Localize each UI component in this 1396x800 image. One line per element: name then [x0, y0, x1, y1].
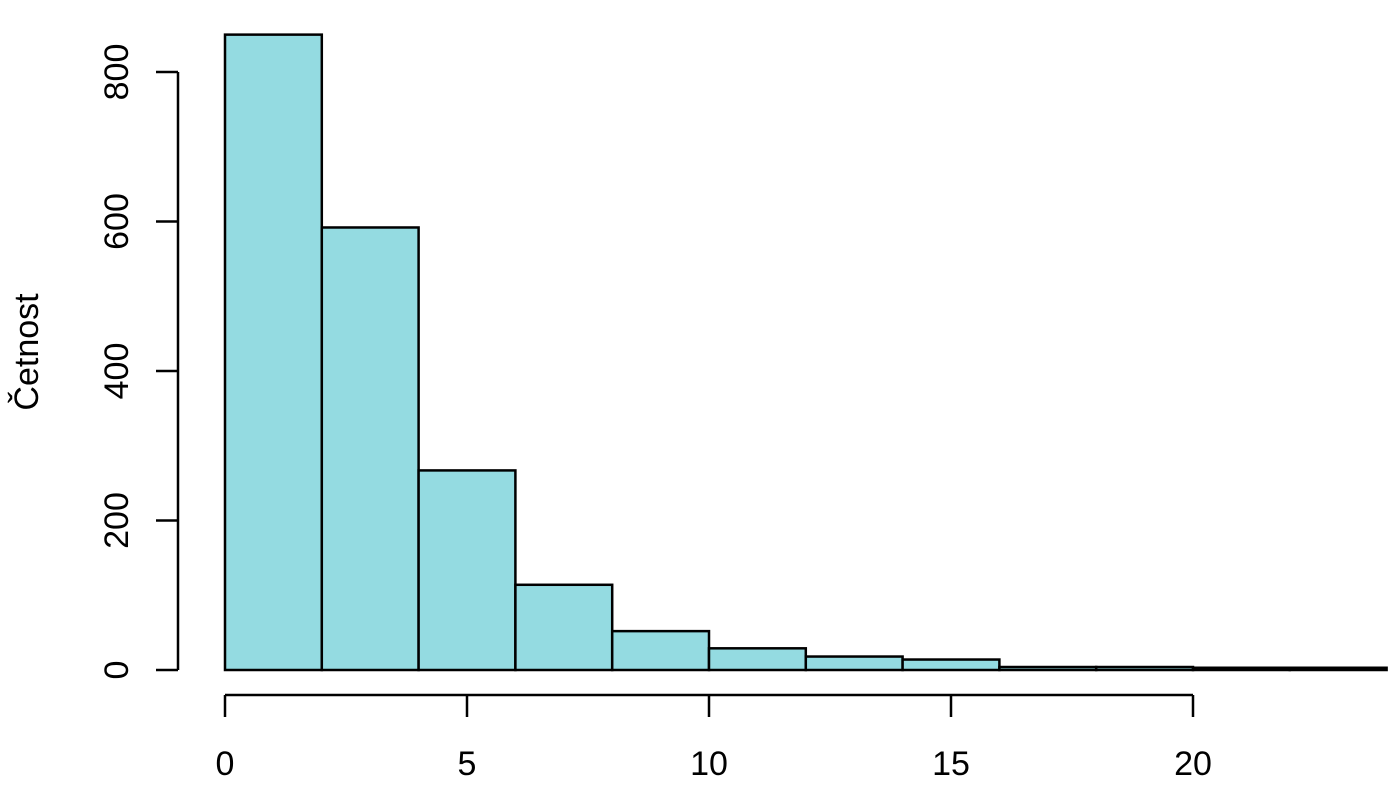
x-tick-label: 10	[690, 745, 728, 783]
y-tick-label: 600	[98, 193, 136, 250]
x-tick-label: 0	[216, 745, 235, 783]
y-tick-label: 800	[98, 44, 136, 101]
histogram-bar	[707, 647, 808, 672]
histogram-bar	[804, 655, 904, 672]
histogram-bar	[1288, 666, 1388, 672]
histogram-bar	[320, 226, 420, 672]
histogram-bar	[417, 469, 517, 672]
x-tick-label: 15	[932, 745, 970, 783]
histogram-bar	[1094, 665, 1195, 672]
x-tick-label: 5	[458, 745, 477, 783]
x-tick-label: 20	[1174, 745, 1212, 783]
histogram-bar	[998, 665, 1098, 672]
histogram-bar	[610, 629, 711, 672]
bars-layer	[223, 33, 1388, 672]
histogram-bar	[223, 33, 324, 672]
x-axis: 0 5 10 15 20	[216, 693, 1212, 783]
histogram-bar	[901, 658, 1001, 672]
y-tick-label: 200	[98, 492, 136, 549]
y-tick-label: 0	[98, 661, 136, 680]
histogram-bar	[1191, 666, 1292, 672]
y-tick-label: 400	[98, 343, 136, 400]
y-axis: 0 200 400 600 800	[98, 44, 180, 680]
y-axis-title: Četnost	[8, 293, 46, 411]
histogram-bar	[514, 583, 614, 672]
